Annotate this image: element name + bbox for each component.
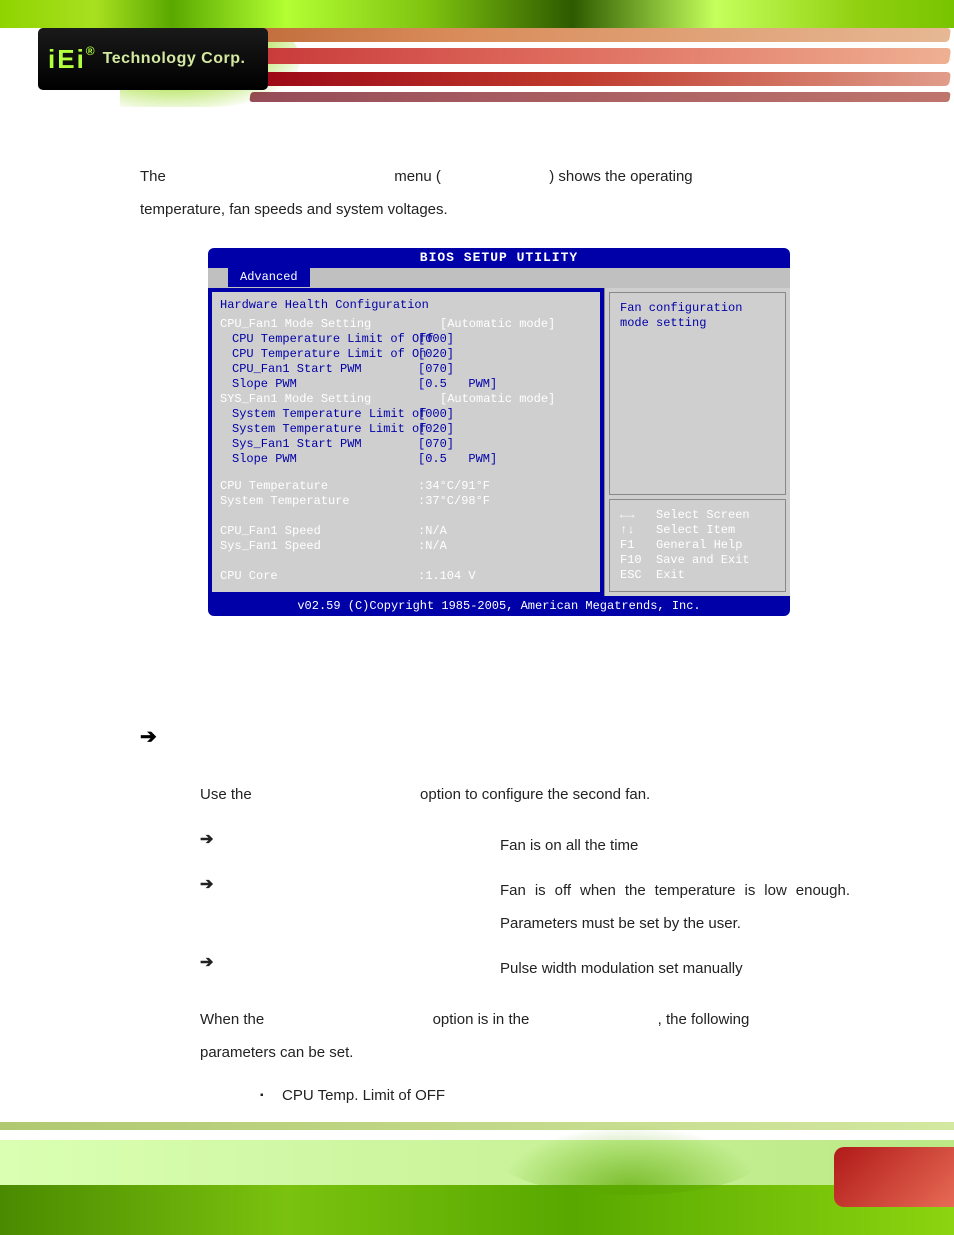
- bullet-text: CPU Temp. Limit of OFF: [282, 1087, 445, 1104]
- option-row: ➔ Fan is off when the temperature is low…: [200, 874, 850, 940]
- bios-footer: v02.59 (C)Copyright 1985-2005, American …: [208, 596, 790, 616]
- bios-setting-row: CPU Temperature Limit of Off[000]: [220, 332, 592, 347]
- bios-body: Hardware Health Configuration CPU_Fan1 M…: [208, 288, 790, 596]
- intro-paragraph: The menu ( ) shows the operating tempera…: [140, 160, 850, 226]
- bios-setting-row: Slope PWM[0.5 PWM]: [220, 377, 592, 392]
- option-label-blank: [230, 874, 500, 940]
- bios-status-row: CPU Core:1.104 V: [220, 569, 592, 584]
- banner-bar: [149, 48, 951, 64]
- banner-strip: [0, 1185, 954, 1235]
- bios-key-hint: ↑↓Select Item: [620, 523, 775, 538]
- banner-strip: [0, 1122, 954, 1130]
- intro-paragraph-block: The menu ( ) shows the operating tempera…: [140, 160, 850, 246]
- banner-bar: [249, 92, 950, 102]
- arrow-icon: ➔: [200, 829, 230, 862]
- logo-subtext: Technology Corp.: [103, 50, 246, 68]
- arrow-icon: ➔: [200, 874, 230, 940]
- option-desc: Fan is off when the temperature is low e…: [500, 874, 850, 940]
- banner-strip: [0, 0, 954, 28]
- option-list: ➔ Fan is on all the time ➔ Fan is off wh…: [200, 829, 850, 985]
- bios-setting-row: Sys_Fan1 Start PWM[070]: [220, 437, 592, 452]
- bios-setting-row: SYS_Fan1 Mode Setting[Automatic mode]: [220, 392, 592, 407]
- bios-left-inner: Hardware Health Configuration CPU_Fan1 M…: [212, 292, 600, 592]
- bios-tab-bar: Advanced: [208, 268, 790, 288]
- bios-setting-row: CPU Temperature Limit of On[020]: [220, 347, 592, 362]
- option-row: ➔ Pulse width modulation set manually: [200, 952, 850, 985]
- bios-key-hint: F10Save and Exit: [620, 553, 775, 568]
- text: Use the: [200, 786, 252, 803]
- banner-strip: [0, 1140, 954, 1185]
- bios-status-list: CPU Temperature:34°C/91°FSystem Temperat…: [220, 479, 592, 584]
- spacer: [220, 467, 592, 479]
- banner-swoosh: [500, 1125, 760, 1195]
- arrow-icon: ➔: [200, 952, 230, 985]
- bios-setting-row: System Temperature Limit of[020]: [220, 422, 592, 437]
- arrow-icon: ➔: [140, 724, 164, 749]
- top-banner: iEi® Technology Corp.: [0, 0, 954, 110]
- bios-section-header: Hardware Health Configuration: [220, 298, 592, 313]
- bottom-banner: [0, 1120, 954, 1235]
- bios-setting-row: System Temperature Limit of[000]: [220, 407, 592, 422]
- bios-help-text: Fan configuration mode setting: [609, 292, 786, 495]
- text: option is in the: [433, 1011, 530, 1028]
- banner-bar: [199, 72, 951, 86]
- logo: iEi® Technology Corp.: [38, 28, 268, 90]
- text: The: [140, 168, 166, 185]
- bios-right-panel: Fan configuration mode setting ←→Select …: [604, 288, 790, 596]
- option-label-blank: [230, 952, 500, 985]
- section-heading-row: ➔: [140, 724, 850, 749]
- bios-setting-row: CPU_Fan1 Start PWM[070]: [220, 362, 592, 377]
- bios-key-hint: F1General Help: [620, 538, 775, 553]
- option-row: ➔ Fan is on all the time: [200, 829, 850, 862]
- bios-setting-row: CPU_Fan1 Mode Setting[Automatic mode]: [220, 317, 592, 332]
- text: When the: [200, 1011, 264, 1028]
- text: , the following: [658, 1011, 750, 1028]
- logo-text: iEi®: [48, 44, 97, 75]
- bios-status-row: CPU Temperature:34°C/91°F: [220, 479, 592, 494]
- text: option to configure the second fan.: [420, 786, 650, 803]
- when-paragraph: When the option is in the , the followin…: [200, 1003, 850, 1069]
- bios-key-hint: ←→Select Screen: [620, 508, 775, 523]
- text: ) shows the operating: [549, 168, 692, 185]
- bios-status-row: System Temperature:37°C/98°F: [220, 494, 592, 509]
- bios-status-row: [220, 554, 592, 569]
- option-label-blank: [230, 829, 500, 862]
- bios-key-hints: ←→Select Screen↑↓Select ItemF1General He…: [609, 499, 786, 592]
- text: parameters can be set.: [200, 1044, 353, 1061]
- bios-settings-list: CPU_Fan1 Mode Setting[Automatic mode]CPU…: [220, 317, 592, 467]
- bullet-list: ▪ CPU Temp. Limit of OFF: [260, 1087, 850, 1104]
- bios-tab-advanced: Advanced: [228, 268, 310, 287]
- text: menu (: [394, 168, 441, 185]
- bios-screenshot: BIOS SETUP UTILITY Advanced Hardware Hea…: [208, 248, 790, 616]
- bios-key-hint: ESCExit: [620, 568, 775, 583]
- bios-status-row: CPU_Fan1 Speed:N/A: [220, 524, 592, 539]
- bios-status-row: Sys_Fan1 Speed:N/A: [220, 539, 592, 554]
- section-block: ➔ Use the option to configure the second…: [140, 716, 850, 1104]
- option-desc: Pulse width modulation set manually: [500, 952, 850, 985]
- bios-setting-row: Slope PWM[0.5 PWM]: [220, 452, 592, 467]
- banner-accent: [834, 1147, 954, 1207]
- use-the-paragraph: Use the option to configure the second f…: [200, 779, 850, 811]
- text: temperature, fan speeds and system volta…: [140, 201, 448, 218]
- option-desc: Fan is on all the time: [500, 829, 850, 862]
- bios-status-row: [220, 509, 592, 524]
- bullet-icon: ▪: [260, 1090, 282, 1101]
- bios-left-panel: Hardware Health Configuration CPU_Fan1 M…: [208, 288, 604, 596]
- bios-title: BIOS SETUP UTILITY: [208, 248, 790, 268]
- bullet-row: ▪ CPU Temp. Limit of OFF: [260, 1087, 850, 1104]
